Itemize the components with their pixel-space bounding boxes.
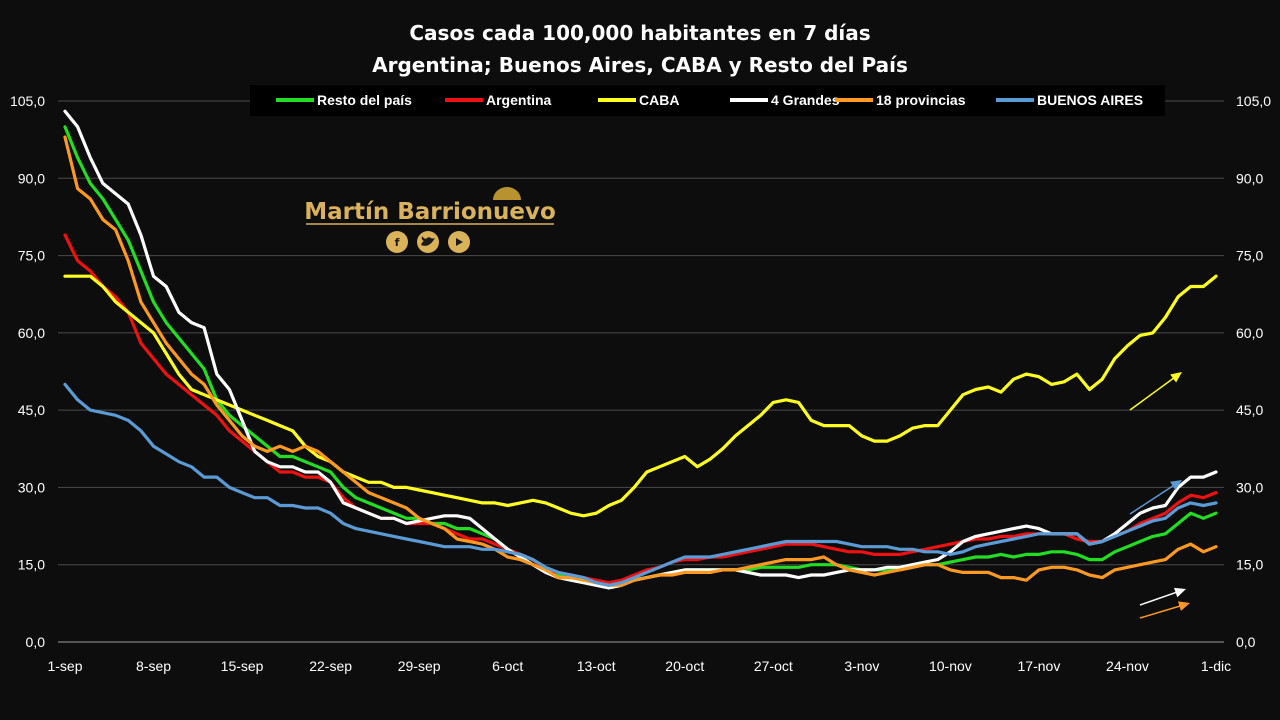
x-tick-label: 3-nov [844,658,879,674]
trend-arrow-buenos-aires [1129,480,1182,515]
y-tick-label-right: 45,0 [1236,402,1263,418]
x-tick-label: 22-sep [309,658,352,674]
x-tick-label: 27-oct [754,658,793,674]
y-tick-label-left: 45,0 [18,402,45,418]
y-tick-label-left: 105,0 [10,93,45,109]
series-line-4-grandes [63,109,1218,590]
sun-logo-icon [493,187,521,200]
y-axis-left: 0,0 15,0 30,0 45,0 60,0 75,0 90,0 105,0 [10,93,45,650]
y-tick-label-right: 0,0 [1236,634,1256,650]
series-line-18-provincias [63,135,1218,587]
legend-label: 18 provincias [876,92,966,108]
y-tick-label-right: 60,0 [1236,325,1263,341]
grid [58,100,1224,643]
y-tick-label-right: 105,0 [1236,93,1271,109]
legend-item-resto-del-pais: Resto del país [276,92,412,108]
x-tick-label: 13-oct [577,658,616,674]
y-tick-label-left: 0,0 [26,634,46,650]
x-tick-label: 6-oct [492,658,523,674]
x-tick-label: 1-dic [1201,658,1231,674]
x-tick-label: 24-nov [1106,658,1149,674]
series-line-caba [63,274,1218,518]
youtube-icon [448,231,470,253]
y-tick-label-left: 30,0 [18,479,45,495]
legend-item-argentina: Argentina [445,92,552,108]
twitter-icon [417,231,439,253]
legend-label: Argentina [486,92,552,108]
chart-subtitle: Argentina; Buenos Aires, CABA y Resto de… [372,53,908,77]
legend-item-caba: CABA [598,92,679,108]
x-tick-label: 29-sep [398,658,441,674]
series-line-resto-del-pais [63,125,1218,587]
legend-label: CABA [639,92,679,108]
x-tick-label: 1-sep [47,658,82,674]
x-tick-label: 17-nov [1018,658,1061,674]
facebook-icon: f [386,231,408,253]
trend-arrow-caba [1129,372,1182,411]
series-line-buenos-aires [63,382,1218,587]
trend-arrow-4-grandes [1139,587,1186,606]
x-axis: 1-sep 8-sep 15-sep 22-sep 29-sep 6-oct 13-oct 2… [47,658,1231,674]
y-tick-label-right: 30,0 [1236,479,1263,495]
chart-title: Casos cada 100,000 habitantes en 7 días [409,21,870,45]
x-tick-label: 10-nov [929,658,972,674]
watermark: Martín Barrionuevo f [304,187,556,253]
x-tick-label: 20-oct [665,658,704,674]
y-tick-label-left: 75,0 [18,248,45,264]
series-lines [63,109,1218,590]
legend-item-18-provincias: 18 provincias [835,92,966,108]
y-tick-label-right: 15,0 [1236,557,1263,573]
watermark-name: Martín Barrionuevo [304,199,556,225]
trend-arrow-18-provincias [1139,601,1190,619]
legend-item-buenos-aires: BUENOS AIRES [996,92,1143,108]
y-tick-label-right: 90,0 [1236,170,1263,186]
x-tick-label: 15-sep [221,658,264,674]
legend-label: BUENOS AIRES [1037,92,1143,108]
legend-item-4-grandes: 4 Grandes [730,92,840,108]
y-tick-label-left: 90,0 [18,170,45,186]
y-axis-right: 0,0 15,0 30,0 45,0 60,0 75,0 90,0 105,0 [1236,93,1271,650]
legend-label: 4 Grandes [771,92,840,108]
legend-label: Resto del país [317,92,412,108]
svg-text:f: f [395,236,400,249]
y-tick-label-right: 75,0 [1236,248,1263,264]
legend: Resto del país Argentina CABA 4 Grandes 18 p… [250,85,1165,116]
y-tick-label-left: 15,0 [18,557,45,573]
y-tick-label-left: 60,0 [18,325,45,341]
x-tick-label: 8-sep [136,658,171,674]
trend-arrows [1129,372,1190,619]
